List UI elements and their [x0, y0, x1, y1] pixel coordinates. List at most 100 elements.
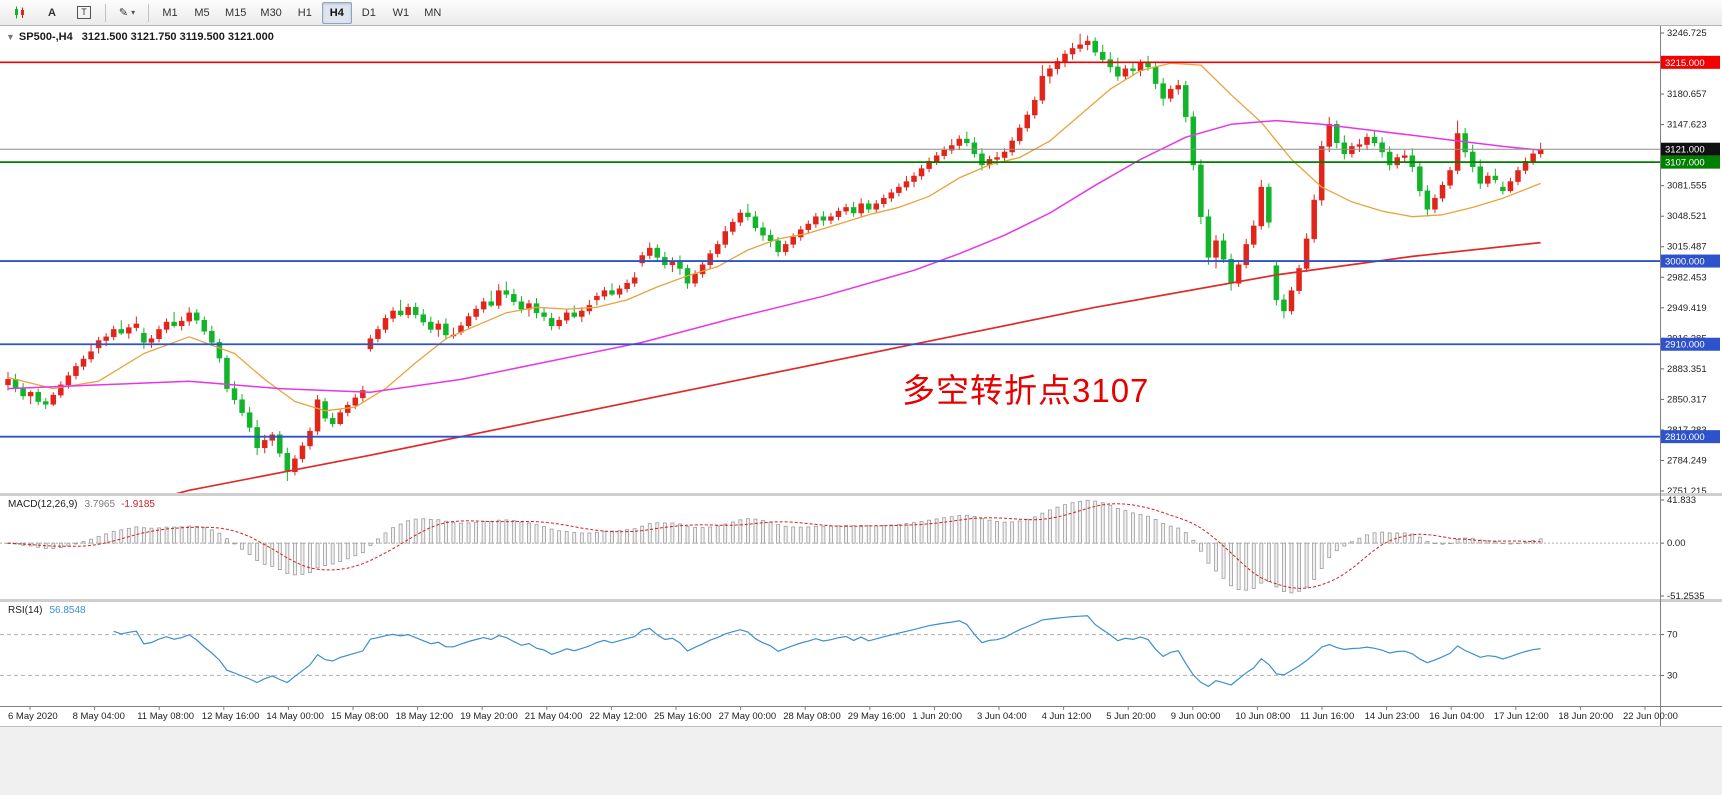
macd-histogram-bar — [96, 535, 101, 544]
macd-histogram-bar — [338, 542, 343, 562]
macd-histogram-bar — [640, 525, 645, 544]
time-axis-label: 14 May 00:00 — [266, 711, 324, 722]
macd-histogram-bar — [157, 527, 161, 544]
candle-body — [949, 145, 955, 151]
candle-body — [798, 229, 804, 238]
candle-body — [994, 157, 1000, 160]
macd-histogram-bar — [217, 532, 222, 544]
candle-body — [609, 290, 615, 295]
macd-scale-label: 41.833 — [1667, 495, 1696, 506]
time-axis-label: 15 May 08:00 — [331, 711, 389, 722]
candle-body — [1288, 290, 1295, 312]
pane-splitter[interactable] — [0, 599, 1722, 602]
price-level-badge-label: 3215.000 — [1665, 58, 1705, 69]
macd-histogram-bar — [980, 518, 984, 544]
candle-body — [1266, 186, 1272, 223]
candle-body — [1175, 85, 1181, 90]
price-level-badge-label: 2810.000 — [1665, 432, 1705, 443]
candle-body — [631, 277, 638, 284]
macd-histogram-bar — [1002, 521, 1007, 544]
text-label-tool-button[interactable]: T — [69, 2, 99, 24]
macd-histogram-bar — [904, 523, 909, 544]
timeframe-button-d1[interactable]: D1 — [361, 6, 376, 19]
candle-body — [88, 351, 94, 360]
macd-histogram-bar — [292, 542, 297, 576]
macd-histogram-bar — [74, 542, 78, 545]
timeframe-button-m30[interactable]: M30 — [260, 6, 282, 19]
ma-slow-red — [175, 241, 1541, 493]
macd-histogram-bar — [1191, 539, 1196, 544]
macd-histogram-bar — [768, 521, 773, 544]
macd-histogram-bar — [813, 525, 818, 544]
candle-body — [405, 307, 411, 315]
candle-body — [1500, 186, 1506, 192]
candle-body — [1386, 151, 1393, 166]
macd-histogram-bar — [1025, 518, 1030, 544]
drawing-tools-button[interactable]: ✎ ▾ — [112, 2, 142, 24]
macd-histogram-bar — [111, 530, 116, 544]
macd-histogram-bar — [1115, 507, 1120, 544]
macd-histogram-bar — [300, 542, 305, 575]
macd-histogram-bar — [345, 542, 350, 560]
candle-body — [1039, 75, 1046, 101]
candle-body — [1054, 61, 1061, 70]
candle-body — [805, 223, 812, 230]
timeframe-button-h4[interactable]: H4 — [321, 1, 352, 24]
price-level-badge — [1661, 337, 1720, 351]
candle-body — [1515, 170, 1521, 182]
candle-body — [277, 434, 283, 454]
time-axis-label: 18 Jun 20:00 — [1558, 711, 1613, 722]
candle-body — [699, 264, 706, 275]
candles-layer — [5, 33, 1544, 482]
timeframe-button-mn[interactable]: MN — [424, 6, 442, 19]
time-axis-label: 9 Jun 00:00 — [1171, 711, 1221, 722]
pencil-icon: ✎ — [118, 7, 129, 19]
timeframe-button-m1[interactable]: M1 — [162, 6, 178, 19]
candle-body — [1047, 68, 1053, 77]
macd-histogram-bar — [670, 522, 675, 544]
candle-body — [1001, 151, 1008, 158]
macd-histogram-bar — [1010, 521, 1015, 544]
ma-fast-orange — [7, 62, 1541, 412]
macd-histogram-bar — [942, 517, 947, 544]
symbol-header: ▼ SP500-,H4 3121.500 3121.750 3119.500 312… — [6, 31, 274, 43]
macd-histogram-bar — [489, 520, 494, 544]
timeframe-button-h1[interactable]: H1 — [297, 6, 312, 19]
candle-body — [1334, 124, 1340, 143]
macd-histogram-bar — [791, 526, 796, 544]
macd-histogram-bar — [1251, 542, 1256, 589]
rsi-value: 56.8548 — [49, 605, 86, 616]
macd-histogram-bar — [255, 542, 260, 561]
price-level-badge-label: 3107.000 — [1665, 158, 1705, 169]
rsi-pane — [0, 615, 1660, 688]
macd-histogram-bar — [270, 542, 275, 567]
macd-histogram-bar — [866, 525, 871, 544]
timeframe-button-w1[interactable]: W1 — [392, 6, 410, 19]
time-axis-label: 27 May 00:00 — [719, 711, 777, 722]
candle-body — [496, 290, 502, 306]
timeframe-button-m5[interactable]: M5 — [194, 6, 210, 19]
candlestick-chart-button[interactable] — [5, 2, 35, 24]
macd-histogram-bar — [964, 514, 969, 544]
candle-body — [284, 453, 291, 473]
price-level-badge — [1661, 142, 1720, 156]
macd-histogram-bar — [655, 522, 660, 544]
candle-body — [1281, 299, 1287, 312]
timeframe-button-m15[interactable]: M15 — [225, 6, 247, 19]
font-tool-button[interactable]: A — [48, 6, 56, 19]
macd-scale-label: -51.2535 — [1667, 591, 1705, 602]
window-footer — [0, 726, 1722, 795]
candle-body — [246, 412, 253, 428]
macd-histogram-bar — [1538, 538, 1543, 544]
macd-histogram-bar — [134, 526, 139, 544]
price-level-badge — [1661, 254, 1720, 268]
collapse-arrow-icon[interactable]: ▼ — [6, 32, 15, 42]
candle-body — [843, 207, 849, 212]
macd-histogram-bar — [1289, 542, 1294, 594]
chart-background — [0, 26, 1722, 726]
macd-histogram-bar — [1161, 523, 1166, 544]
macd-histogram-bar — [897, 523, 901, 544]
macd-histogram-bar — [262, 542, 267, 565]
pane-splitter[interactable] — [0, 493, 1722, 496]
